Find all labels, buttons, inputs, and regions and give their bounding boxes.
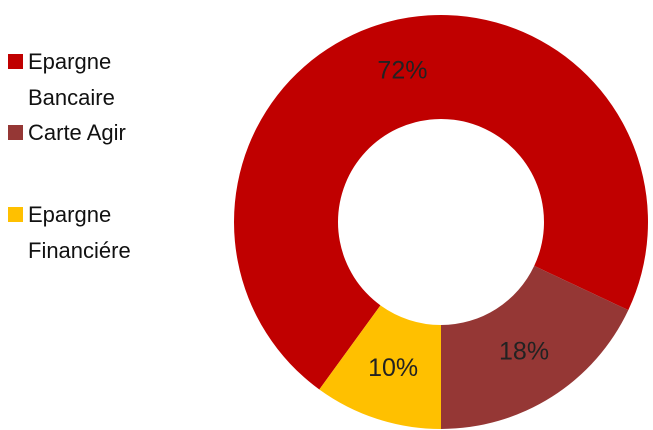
legend-swatch bbox=[8, 207, 23, 222]
donut-slice bbox=[441, 265, 629, 429]
data-label: 18% bbox=[499, 337, 549, 365]
legend-item: Carte Agir bbox=[8, 115, 158, 151]
donut-slice bbox=[319, 305, 441, 429]
data-label: 10% bbox=[368, 354, 418, 382]
legend-swatch bbox=[8, 125, 23, 140]
data-label: 72% bbox=[377, 56, 427, 84]
legend-label: Carte Agir bbox=[28, 120, 126, 145]
legend-swatch bbox=[8, 54, 23, 69]
legend-label: Epargne Bancaire bbox=[28, 49, 115, 110]
legend-label: Epargne Financiére bbox=[28, 202, 131, 263]
donut-slice bbox=[233, 15, 648, 390]
legend-item: Epargne Financiére bbox=[8, 197, 158, 269]
legend-item: Epargne Bancaire bbox=[8, 44, 158, 116]
